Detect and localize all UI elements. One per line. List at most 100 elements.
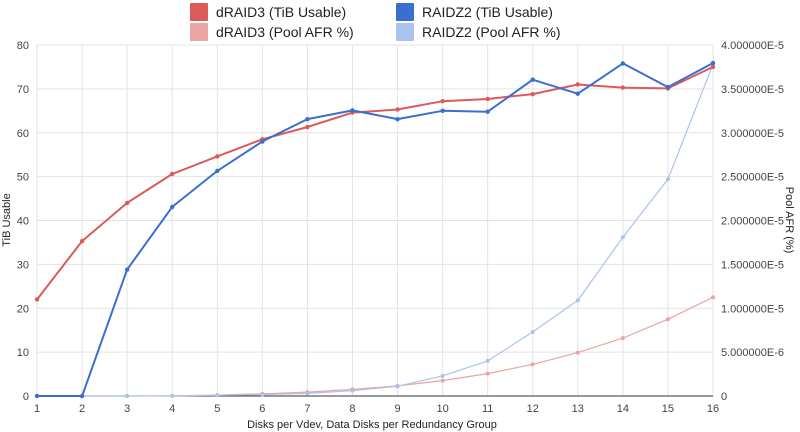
- left-tick-label: 50: [17, 172, 29, 184]
- data-point: [350, 108, 355, 113]
- legend-swatch: [396, 23, 414, 41]
- legend-swatch: [396, 3, 414, 21]
- data-point: [34, 393, 40, 399]
- series-line: [36, 65, 714, 301]
- x-tick-label: 11: [482, 403, 493, 415]
- left-tick-label: 20: [17, 303, 29, 315]
- data-point: [710, 60, 716, 66]
- data-point: [530, 91, 535, 97]
- data-point: [305, 391, 310, 396]
- data-point: [124, 200, 130, 206]
- x-axis-title: Disks per Vdev, Data Disks per Redundanc…: [247, 419, 497, 431]
- series-draid3-pool-afr: [35, 295, 715, 398]
- left-tick-label: 0: [23, 391, 29, 403]
- data-point: [305, 124, 310, 130]
- data-point: [530, 329, 535, 334]
- data-point: [665, 317, 670, 322]
- x-axis-ticks: 1 2 3 4 5 6 7 8 9 10 11 12 13 14 15 16: [34, 403, 719, 415]
- x-tick-label: 9: [394, 403, 400, 415]
- data-point: [665, 177, 670, 182]
- left-axis-ticks: 0 10 20 30 40 50 60 70 80: [17, 40, 29, 403]
- data-point: [350, 388, 355, 393]
- data-point: [305, 116, 310, 122]
- data-point: [34, 297, 40, 302]
- data-point: [215, 154, 220, 159]
- left-tick-label: 10: [17, 347, 29, 359]
- right-tick-label: 3.500000E-5: [721, 84, 784, 96]
- gridlines: [36, 44, 714, 397]
- x-tick-label: 16: [707, 403, 719, 415]
- x-tick-label: 13: [572, 403, 584, 415]
- x-tick-label: 6: [259, 403, 265, 415]
- data-point: [215, 393, 220, 398]
- data-point: [215, 168, 220, 174]
- left-axis-title: TiB Usable: [1, 193, 13, 246]
- right-tick-label: 2.500000E-5: [721, 172, 784, 184]
- legend[interactable]: dRAID3 (TiB Usable) RAIDZ2 (TiB Usable) dR…: [190, 3, 560, 41]
- left-tick-label: 30: [17, 259, 29, 271]
- data-point: [711, 295, 715, 300]
- data-point: [620, 336, 625, 341]
- right-axis-title: Pool AFR (%): [783, 187, 795, 254]
- data-point: [395, 384, 400, 389]
- data-point: [395, 107, 400, 112]
- data-point: [440, 98, 445, 104]
- x-tick-label: 7: [304, 403, 310, 415]
- x-tick-label: 4: [169, 403, 175, 415]
- data-point: [620, 235, 625, 240]
- series-draid3-tib-usable: [34, 64, 716, 302]
- right-tick-label: 1.000000E-5: [721, 303, 784, 315]
- data-point: [79, 393, 85, 399]
- right-tick-label: 5.000000E-6: [721, 347, 784, 359]
- series-line: [37, 296, 714, 397]
- data-point: [575, 91, 580, 96]
- legend-item[interactable]: RAIDZ2 (TiB Usable): [396, 3, 553, 21]
- legend-item[interactable]: dRAID3 (TiB Usable): [190, 3, 346, 21]
- left-tick-label: 60: [17, 128, 29, 140]
- legend-label: RAIDZ2 (Pool AFR %): [422, 24, 560, 40]
- data-point: [485, 358, 490, 363]
- right-tick-label: 0: [721, 391, 727, 403]
- x-tick-label: 10: [436, 403, 448, 415]
- data-point: [440, 108, 445, 114]
- series-line: [37, 62, 714, 397]
- data-point: [170, 171, 175, 177]
- legend-label: dRAID3 (Pool AFR %): [216, 24, 354, 40]
- data-point: [530, 77, 535, 82]
- data-point: [665, 84, 671, 90]
- data-point: [79, 238, 85, 244]
- series-raidz2-pool-afr: [35, 62, 715, 398]
- right-tick-label: 2.000000E-5: [721, 216, 784, 228]
- data-point: [710, 64, 716, 70]
- data-point: [620, 61, 626, 66]
- x-tick-label: 8: [349, 403, 355, 415]
- data-point: [575, 298, 580, 303]
- right-axis-ticks: 0 5.000000E-6 1.000000E-5 1.500000E-5 2.0000…: [721, 40, 784, 403]
- right-tick-label: 1.500000E-5: [721, 259, 784, 271]
- data-point: [485, 371, 490, 376]
- data-point: [620, 85, 626, 90]
- series-line: [37, 64, 714, 397]
- right-tick-label: 3.000000E-5: [721, 128, 784, 140]
- right-tick-label: 4.000000E-5: [721, 40, 784, 52]
- x-tick-label: 12: [527, 403, 539, 415]
- x-tick-label: 15: [662, 403, 674, 415]
- left-tick-label: 80: [17, 40, 29, 52]
- legend-swatch: [190, 3, 208, 21]
- data-point: [170, 204, 175, 210]
- legend-item[interactable]: dRAID3 (Pool AFR %): [190, 23, 354, 41]
- x-tick-label: 5: [214, 403, 220, 415]
- data-point: [575, 350, 580, 355]
- data-point: [485, 109, 490, 114]
- x-tick-label: 1: [34, 403, 40, 415]
- data-point: [530, 362, 535, 367]
- legend-label: dRAID3 (TiB Usable): [216, 4, 346, 20]
- legend-item[interactable]: RAIDZ2 (Pool AFR %): [396, 23, 560, 41]
- legend-label: RAIDZ2 (TiB Usable): [422, 4, 553, 20]
- x-tick-label: 14: [617, 403, 629, 415]
- data-point: [575, 82, 580, 87]
- data-point: [395, 116, 400, 122]
- left-tick-label: 40: [17, 216, 29, 228]
- data-point: [124, 267, 130, 272]
